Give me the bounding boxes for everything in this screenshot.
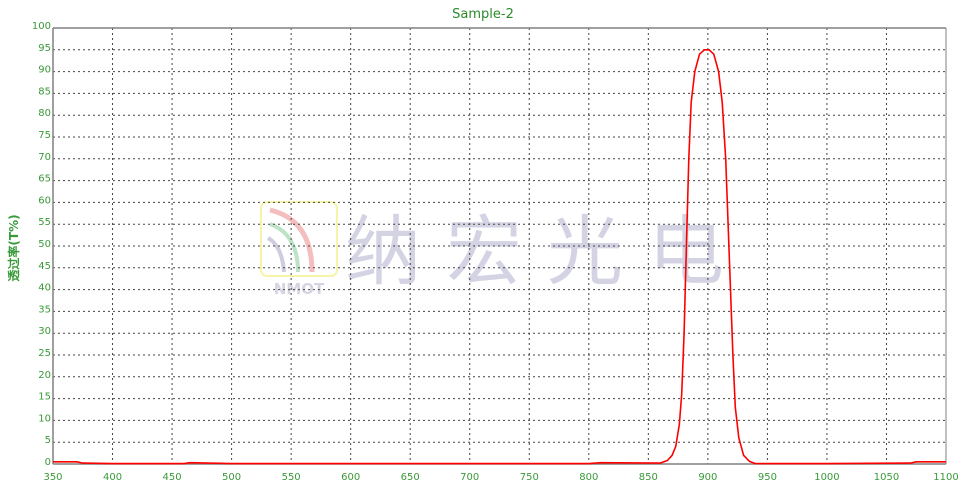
watermark: NMOT 纳宏光电: [260, 201, 749, 298]
x-tick-label: 1100: [933, 472, 958, 483]
y-tick-label: 35: [38, 304, 51, 315]
y-tick-label: 15: [38, 392, 51, 403]
y-tick-label: 10: [38, 413, 51, 424]
watermark-logo-arc-red: [269, 207, 315, 273]
x-tick-label: 700: [460, 472, 479, 483]
y-tick-label: 0: [45, 457, 51, 468]
transmission-curve: [53, 49, 946, 465]
x-tick-label: 400: [103, 472, 122, 483]
x-tick-label: 1050: [874, 472, 899, 483]
y-tick-label: 75: [38, 130, 51, 141]
x-tick-label: 900: [698, 472, 717, 483]
watermark-text: 纳宏光电: [345, 207, 749, 296]
watermark-logo-text: NMOT: [274, 280, 325, 298]
x-tick-label: 850: [639, 472, 658, 483]
x-tick-label: 650: [401, 472, 420, 483]
y-tick-label: 45: [38, 261, 51, 272]
x-tick-label: 600: [341, 472, 360, 483]
x-tick-label: 750: [520, 472, 539, 483]
y-tick-label: 65: [38, 174, 51, 185]
y-tick-label: 80: [38, 108, 51, 119]
x-tick-label: 800: [579, 472, 598, 483]
x-tick-labels: 350 400 450 500 550 600 650 700 750 800 850 900 950 1…: [43, 472, 958, 483]
grid: [53, 28, 946, 464]
y-tick-label: 100: [32, 21, 51, 32]
x-tick-label: 1000: [814, 472, 839, 483]
y-axis-label: 透过率(T%): [6, 214, 21, 281]
y-tick-label: 60: [38, 195, 51, 206]
chart-title: Sample-2: [452, 7, 514, 22]
y-tick-label: 30: [38, 326, 51, 337]
y-tick-label: 5: [45, 435, 51, 446]
x-tick-label: 550: [282, 472, 301, 483]
y-tick-label: 50: [38, 239, 51, 250]
y-tick-label: 70: [38, 152, 51, 163]
watermark-logo-arc-green: [269, 222, 300, 273]
y-tick-label: 40: [38, 283, 51, 294]
y-tick-labels: 0 5 10 15 20 25 30 35 40 45 50 55 60 65 70 75 80 85 90 95 10…: [32, 21, 51, 468]
watermark-logo-arc-blue: [266, 236, 286, 273]
y-tick-label: 95: [38, 43, 51, 54]
x-tick-label: 450: [163, 472, 182, 483]
y-tick-label: 20: [38, 370, 51, 381]
x-tick-label: 350: [43, 472, 62, 483]
x-tick-label: 950: [758, 472, 777, 483]
y-tick-label: 25: [38, 348, 51, 359]
y-tick-label: 90: [38, 65, 51, 76]
x-tick-label: 500: [222, 472, 241, 483]
y-tick-label: 55: [38, 217, 51, 228]
y-tick-label: 85: [38, 86, 51, 97]
